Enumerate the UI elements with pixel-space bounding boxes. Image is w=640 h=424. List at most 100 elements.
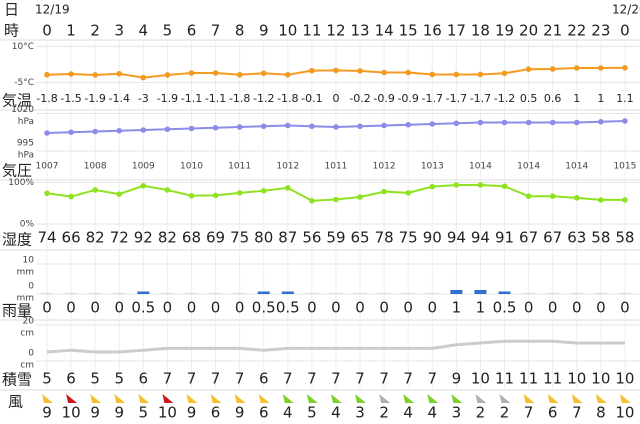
wind-speed: 7 — [572, 404, 582, 422]
y-tick-unit: mm — [16, 294, 34, 304]
rain-bar — [233, 293, 246, 294]
y-tick-label: 995 — [17, 139, 34, 149]
y-tick-unit: cm — [20, 361, 34, 371]
hour-label: 3 — [114, 22, 124, 40]
wind-speed: 10 — [158, 404, 177, 422]
value-label: 1013 — [421, 162, 444, 172]
point — [92, 128, 98, 135]
value-label: 7 — [331, 370, 341, 388]
value-label: 5 — [90, 370, 100, 388]
value-label: -1.1 — [205, 92, 226, 105]
value-label: 66 — [62, 229, 81, 247]
point — [140, 183, 147, 189]
wind-arrow — [523, 394, 535, 403]
wind-arrow — [475, 394, 487, 403]
point — [573, 65, 580, 71]
y-tick-label: 20 — [23, 317, 35, 327]
point — [525, 193, 532, 199]
hour-label: 8 — [235, 22, 245, 40]
value-label: 7 — [355, 370, 365, 388]
value-label: 1.1 — [616, 92, 634, 105]
wind-arrow — [355, 394, 367, 403]
value-label: 0 — [355, 299, 365, 317]
point — [622, 64, 628, 71]
value-label: 1010 — [180, 162, 203, 172]
wind-speed: 6 — [259, 404, 269, 422]
value-label: 94 — [447, 229, 466, 247]
point — [549, 119, 556, 126]
value-label: 68 — [182, 229, 201, 247]
hour-label: 11 — [302, 22, 321, 40]
value-label: 58 — [591, 229, 610, 247]
value-label: 0.6 — [544, 92, 562, 105]
point — [357, 194, 363, 200]
hour-label: 13 — [350, 22, 369, 40]
point — [68, 193, 74, 200]
row-label: 日 — [4, 1, 19, 19]
value-label: -1.4 — [109, 92, 130, 105]
point — [333, 67, 339, 74]
value-label: 80 — [254, 229, 273, 247]
value-label: 11 — [543, 370, 562, 388]
y-tick-label: 100% — [8, 178, 34, 188]
wind-arrow — [114, 394, 126, 403]
y-tick-label: 1020 — [11, 105, 34, 115]
value-label: 7 — [428, 370, 438, 388]
date-label: 12/19 — [35, 3, 70, 17]
rain-bar — [209, 293, 222, 294]
value-label: 7 — [235, 370, 245, 388]
value-label: 0 — [307, 299, 317, 317]
point — [140, 127, 147, 133]
value-label: 82 — [158, 229, 177, 247]
wind-speed: 9 — [42, 404, 52, 422]
value-label: 6 — [259, 370, 269, 388]
date-label: 12/20 — [612, 3, 640, 17]
row-label: 時 — [4, 22, 19, 40]
value-label: 0 — [114, 299, 124, 317]
wind-speed: 2 — [476, 404, 486, 422]
point — [188, 125, 195, 132]
value-label: -0.2 — [349, 92, 370, 105]
point — [598, 197, 604, 203]
value-label: 1014 — [565, 162, 588, 172]
value-label: -1.8 — [277, 92, 298, 105]
wind-arrow — [499, 394, 511, 403]
value-label: 7 — [163, 370, 173, 388]
point — [598, 65, 604, 71]
rain-bar — [281, 291, 294, 294]
point — [622, 118, 628, 124]
wind-arrow — [258, 394, 270, 403]
point — [309, 67, 315, 74]
value-label: -1.7 — [470, 92, 491, 105]
point — [501, 70, 508, 77]
value-label: -1.8 — [229, 92, 250, 105]
hour-label: 7 — [211, 22, 221, 40]
point — [164, 187, 171, 193]
value-label: 1009 — [132, 162, 155, 172]
rain-bar — [89, 293, 102, 294]
rain-bar — [594, 293, 607, 294]
wind-speed: 2 — [379, 404, 389, 422]
wind-arrow — [66, 394, 78, 403]
wind-speed: 6 — [211, 404, 221, 422]
point — [188, 70, 195, 76]
point — [285, 122, 291, 129]
value-label: 87 — [278, 229, 297, 247]
value-label: -0.9 — [373, 92, 394, 105]
hour-label: 22 — [567, 22, 586, 40]
wind-speed: 10 — [62, 404, 81, 422]
wind-arrow — [379, 394, 391, 403]
value-label: 67 — [519, 229, 538, 247]
value-label: 1007 — [36, 162, 59, 172]
value-label: 10 — [567, 370, 586, 388]
point — [501, 119, 508, 126]
hour-label: 2 — [90, 22, 100, 40]
wind-arrow — [282, 394, 294, 403]
hour-label: 14 — [375, 22, 394, 40]
wind-arrow — [403, 394, 415, 403]
point — [453, 182, 460, 188]
point — [405, 190, 412, 196]
rain-bar — [185, 293, 198, 294]
value-label: 0 — [548, 299, 558, 317]
rain-bar — [305, 293, 318, 294]
